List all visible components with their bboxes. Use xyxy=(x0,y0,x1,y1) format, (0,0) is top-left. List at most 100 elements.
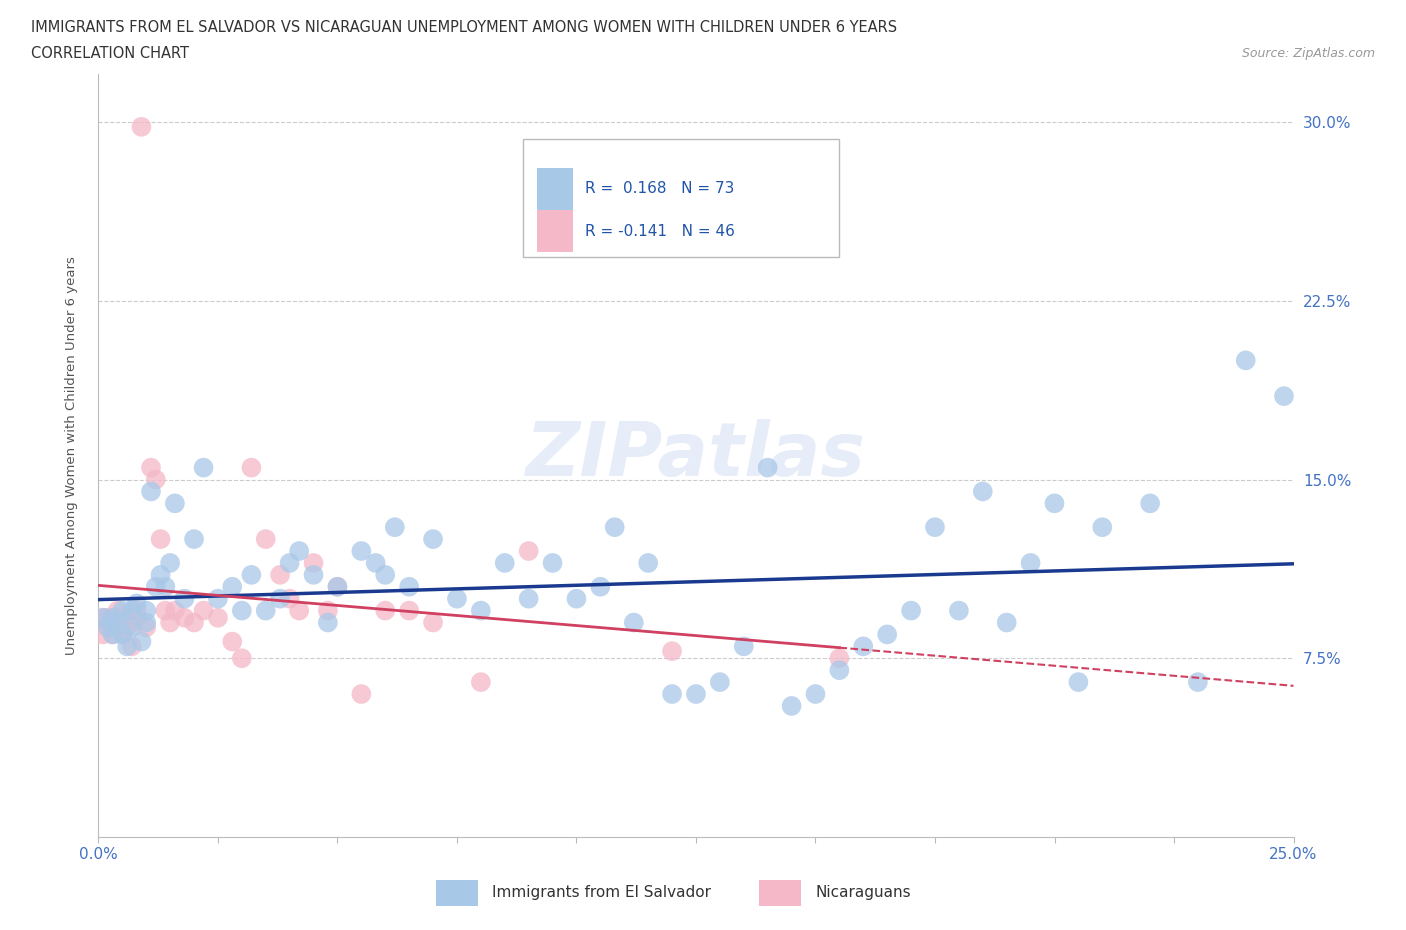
Point xyxy=(163,604,186,618)
Point xyxy=(876,627,898,642)
Point xyxy=(101,627,124,642)
Text: ZIPatlas: ZIPatlas xyxy=(526,419,866,492)
Point xyxy=(101,627,124,642)
Point xyxy=(254,532,277,547)
Point xyxy=(828,663,851,678)
Point xyxy=(183,532,205,547)
Point xyxy=(374,604,396,618)
Point xyxy=(278,555,301,570)
Point xyxy=(565,591,588,606)
Point xyxy=(91,610,114,625)
Point xyxy=(1019,555,1042,570)
Point xyxy=(240,567,263,582)
Point xyxy=(1091,520,1114,535)
Point xyxy=(422,615,444,630)
Point xyxy=(900,604,922,618)
Point xyxy=(470,604,492,618)
Point xyxy=(173,610,195,625)
Point xyxy=(231,604,253,618)
Text: IMMIGRANTS FROM EL SALVADOR VS NICARAGUAN UNEMPLOYMENT AMONG WOMEN WITH CHILDREN: IMMIGRANTS FROM EL SALVADOR VS NICARAGUA… xyxy=(31,20,897,35)
Point xyxy=(155,604,177,618)
Point xyxy=(115,610,138,625)
Point xyxy=(589,579,612,594)
Point xyxy=(131,634,153,649)
Point xyxy=(288,544,311,559)
Point xyxy=(278,591,301,606)
Point xyxy=(107,604,129,618)
Point xyxy=(254,604,277,618)
Point xyxy=(364,555,387,570)
Point xyxy=(155,579,177,594)
Point xyxy=(125,604,148,618)
Point xyxy=(121,639,143,654)
Point xyxy=(804,686,827,701)
Point xyxy=(1234,353,1257,368)
Point xyxy=(111,627,134,642)
Point xyxy=(269,567,291,582)
Point xyxy=(470,674,492,689)
Point xyxy=(207,591,229,606)
Point xyxy=(517,544,540,559)
Point xyxy=(131,119,153,134)
Point xyxy=(756,460,779,475)
Point xyxy=(316,604,339,618)
Point xyxy=(623,615,645,630)
FancyBboxPatch shape xyxy=(523,140,839,258)
Point xyxy=(193,460,215,475)
Point xyxy=(231,651,253,666)
Point xyxy=(1187,674,1209,689)
Point xyxy=(924,520,946,535)
Point xyxy=(111,604,134,618)
Point xyxy=(302,555,325,570)
Point xyxy=(111,615,134,630)
Point xyxy=(221,634,243,649)
Text: R =  0.168   N = 73: R = 0.168 N = 73 xyxy=(585,181,734,196)
Point xyxy=(541,555,564,570)
Point xyxy=(780,698,803,713)
Point xyxy=(207,610,229,625)
Point xyxy=(221,579,243,594)
Point xyxy=(107,610,129,625)
Point xyxy=(107,615,129,630)
Point xyxy=(422,532,444,547)
Point xyxy=(125,596,148,611)
Text: Source: ZipAtlas.com: Source: ZipAtlas.com xyxy=(1241,46,1375,60)
Point xyxy=(1139,496,1161,511)
Point xyxy=(661,686,683,701)
Point xyxy=(995,615,1018,630)
Point xyxy=(1272,389,1295,404)
Text: Immigrants from El Salvador: Immigrants from El Salvador xyxy=(492,885,711,900)
Point xyxy=(269,591,291,606)
Point xyxy=(494,555,516,570)
Point xyxy=(115,620,138,635)
Point xyxy=(149,532,172,547)
Point xyxy=(139,484,162,498)
Point xyxy=(517,591,540,606)
Text: Nicaraguans: Nicaraguans xyxy=(815,885,911,900)
FancyBboxPatch shape xyxy=(759,880,801,906)
Point xyxy=(173,591,195,606)
Point xyxy=(97,620,120,635)
Point xyxy=(97,620,120,635)
Point xyxy=(97,610,120,625)
Point xyxy=(240,460,263,475)
Point xyxy=(111,627,134,642)
Point xyxy=(603,520,626,535)
Point xyxy=(1067,674,1090,689)
Point xyxy=(121,604,143,618)
FancyBboxPatch shape xyxy=(537,210,572,252)
Point xyxy=(637,555,659,570)
Point xyxy=(125,610,148,625)
Text: CORRELATION CHART: CORRELATION CHART xyxy=(31,46,188,61)
Point xyxy=(326,579,349,594)
Point xyxy=(384,520,406,535)
FancyBboxPatch shape xyxy=(537,168,572,210)
Point xyxy=(852,639,875,654)
Point xyxy=(193,604,215,618)
Point xyxy=(135,620,157,635)
Point xyxy=(972,484,994,498)
Point xyxy=(91,627,114,642)
Point xyxy=(398,579,420,594)
Point xyxy=(398,604,420,618)
Point xyxy=(163,496,186,511)
